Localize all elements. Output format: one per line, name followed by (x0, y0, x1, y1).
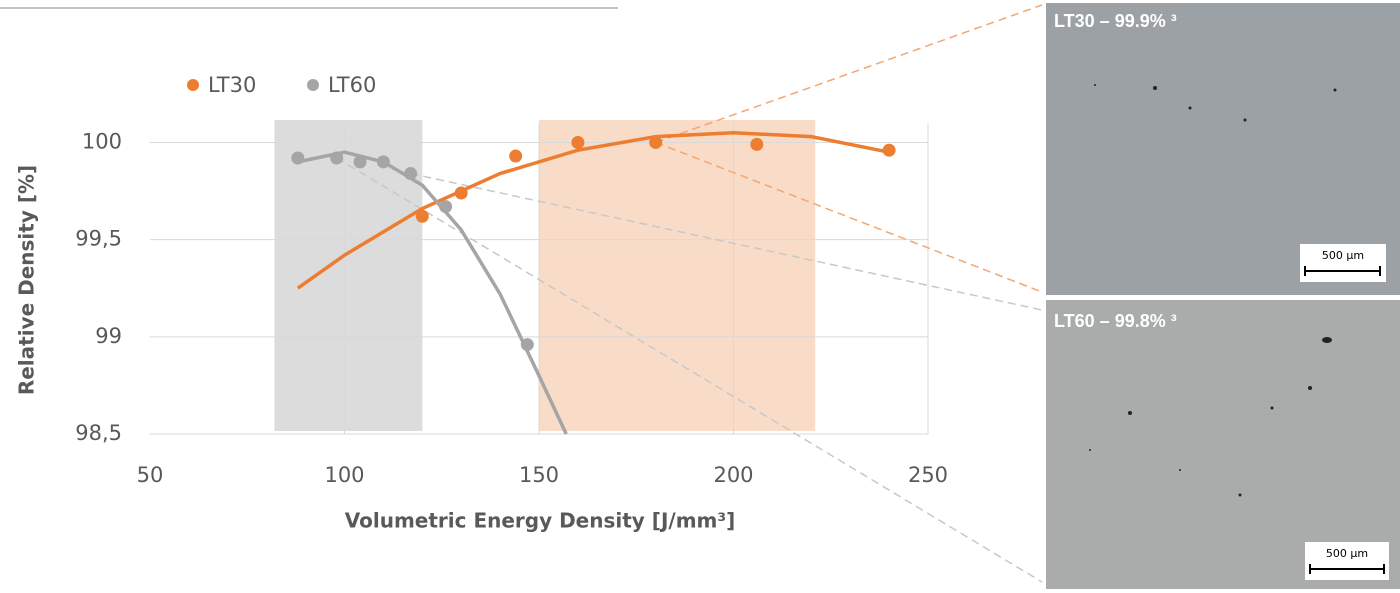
scale-bar (1309, 564, 1385, 574)
connector-line (410, 172, 1043, 311)
data-point (330, 151, 344, 165)
y-tick-label: 98,5 (75, 421, 122, 445)
y-tick-label: 99,5 (75, 227, 122, 251)
legend-label: LT30 (208, 73, 256, 97)
data-point (404, 167, 418, 181)
data-point (439, 200, 453, 214)
y-tick-label: 100 (82, 129, 122, 153)
pores (1089, 84, 1337, 497)
data-point (882, 143, 896, 157)
x-axis-title: Volumetric Energy Density [J/mm³] (345, 509, 736, 533)
y-tick-label: 99 (95, 324, 122, 348)
data-point (454, 186, 468, 200)
scale-label: 500 µm (1322, 249, 1364, 262)
scale-box (1300, 244, 1386, 282)
x-tick-label: 100 (324, 463, 364, 487)
connector-line (655, 4, 1043, 144)
data-point (509, 149, 523, 163)
scale-box (1305, 542, 1389, 580)
scale-label: 500 µm (1326, 547, 1368, 560)
scale-bar (1304, 266, 1381, 276)
data-point (291, 151, 305, 165)
data-point (520, 338, 534, 352)
data-point (376, 155, 390, 169)
panel-label: LT30 – 99.9% ³ (1054, 11, 1177, 31)
legend-marker (187, 79, 199, 91)
y-axis-title: Relative Density [%] (15, 165, 39, 395)
data-point (750, 137, 764, 151)
panel-label: LT60 – 99.8% ³ (1054, 311, 1177, 331)
highlight-range (274, 120, 423, 431)
data-point (415, 209, 429, 223)
legend-marker (307, 79, 319, 91)
data-point (571, 135, 585, 149)
x-tick-label: 150 (519, 463, 559, 487)
x-tick-label: 50 (137, 463, 164, 487)
connector-line (336, 157, 1043, 583)
data-point (649, 135, 663, 149)
plot-back (150, 120, 929, 435)
data-point (353, 155, 367, 169)
x-tick-label: 250 (908, 463, 948, 487)
connector-line (655, 141, 1043, 293)
x-tick-label: 200 (713, 463, 753, 487)
micrograph (1046, 300, 1400, 589)
trend-line (296, 130, 890, 290)
legend-label: LT60 (328, 73, 376, 97)
highlight-range (539, 120, 816, 431)
